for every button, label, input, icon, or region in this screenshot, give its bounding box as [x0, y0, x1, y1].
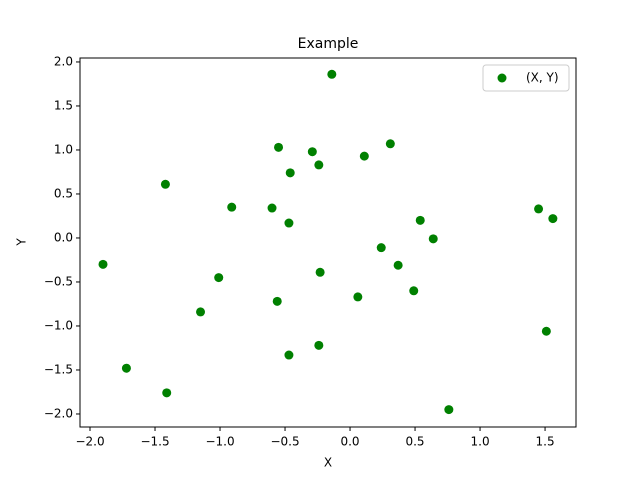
x-tick-label: 0.0 [340, 435, 359, 449]
point [227, 202, 237, 212]
point [307, 147, 317, 157]
legend-marker [497, 73, 507, 83]
y-tick-label: −2.0 [44, 406, 73, 420]
point [385, 139, 395, 149]
y-tick-label: 0.0 [54, 230, 73, 244]
point [359, 151, 369, 161]
x-tick-label: −2.0 [75, 435, 104, 449]
point [548, 214, 558, 224]
point [121, 363, 131, 373]
x-tick-label: −1.5 [140, 435, 169, 449]
point [314, 160, 324, 170]
point [162, 388, 172, 398]
x-tick-label: 1.0 [471, 435, 490, 449]
point [284, 218, 294, 228]
x-tick-label: 0.5 [405, 435, 424, 449]
point [214, 273, 224, 283]
point [274, 142, 284, 152]
y-tick-label: 1.5 [54, 98, 73, 112]
point [327, 69, 337, 79]
point [428, 234, 438, 244]
y-tick-label: −0.5 [44, 274, 73, 288]
x-tick-label: 1.5 [536, 435, 555, 449]
legend-box [482, 64, 570, 92]
point [534, 204, 544, 214]
legend-label: (X, Y) [526, 71, 559, 85]
x-axis-label: X [324, 456, 332, 470]
point [444, 405, 454, 415]
point [196, 307, 206, 317]
point [409, 286, 419, 296]
y-tick-label: 1.0 [54, 142, 73, 156]
point [285, 168, 295, 178]
y-tick-label: 0.5 [54, 186, 73, 200]
point [315, 267, 325, 277]
y-tick-label: −1.5 [44, 362, 73, 376]
y-tick-label: 2.0 [54, 54, 73, 68]
y-axis-label: Y [15, 238, 29, 247]
point [541, 326, 551, 336]
chart-title: Example [298, 36, 359, 52]
point [272, 296, 282, 306]
x-tick-label: −1.0 [205, 435, 234, 449]
point [284, 350, 294, 360]
point [393, 260, 403, 270]
point [415, 215, 425, 225]
point [160, 179, 170, 189]
y-tick-label: −1.0 [44, 318, 73, 332]
plot-frame [79, 57, 577, 428]
x-tick-label: −0.5 [270, 435, 299, 449]
point [376, 243, 386, 253]
point [267, 203, 277, 213]
point [314, 340, 324, 350]
point [98, 259, 108, 269]
point [353, 292, 363, 302]
